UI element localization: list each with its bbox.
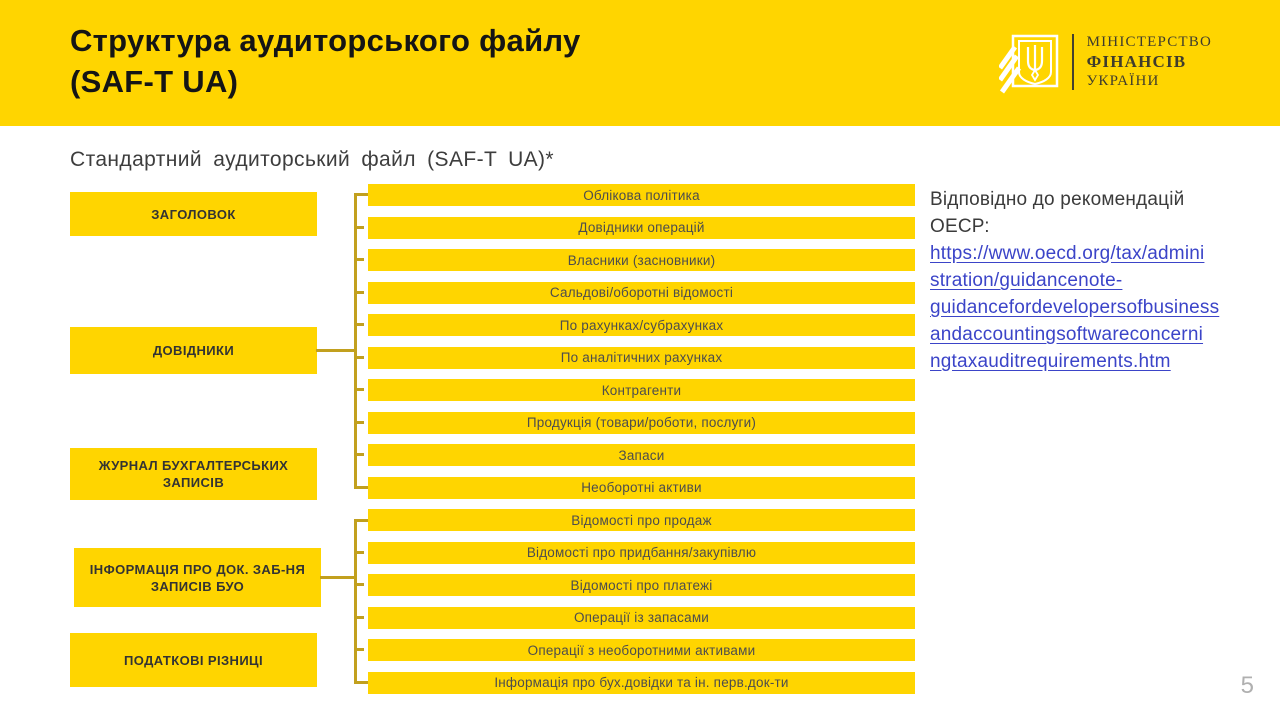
left-box-directories: ДОВІДНИКИ [70,327,317,374]
structure-bar: Довідники операцій [368,216,915,239]
bars-group-1: Облікова політика Довідники операцій Власн… [368,184,915,499]
bracket-tick [354,226,364,229]
trident-icon [998,34,1058,94]
left-box-label: ДОВІДНИКИ [152,343,235,358]
bracket-group-1 [354,193,357,489]
structure-bar: По рахунках/субрахунках [368,314,915,336]
bracket-tick [354,291,364,294]
bracket-tick [354,258,364,261]
structure-bar: Запаси [368,444,915,466]
link-line: https://www.oecd.org/tax/admini [930,243,1205,264]
logo-line-2: ФІНАНСІВ [1086,52,1187,71]
structure-bar: Операції з необоротними активами [368,639,915,661]
structure-bar: Відомості про платежі [368,574,915,596]
left-box-doc-info: ІНФОРМАЦІЯ ПРО ДОК. ЗАБ-НЯ ЗАПИСІВ БУО [74,548,321,607]
bracket-corner [354,486,368,489]
page-number: 5 [1240,672,1254,699]
bracket-corner [354,681,368,684]
bars-column: Облікова політика Довідники операцій Власн… [368,184,915,694]
structure-bar: Контрагенти [368,379,915,401]
bracket-tick [354,648,364,651]
structure-bar: Сальдові/оборотні відомості [368,281,915,304]
bracket-tick [354,421,364,424]
connector-directories [316,349,355,352]
structure-bar: По аналітичних рахунках [368,346,915,369]
left-box-label: ПОДАТКОВІ РІЗНИЦІ [124,652,263,668]
structure-bar: Відомості про придбання/закупівлю [368,541,915,564]
oecd-link[interactable]: https://www.oecd.org/tax/admini stration/… [930,240,1260,375]
structure-bar: Облікова політика [368,184,915,206]
left-box-label: ЖУРНАЛ БУХГАЛТЕРСЬКИХ ЗАПИСІВ [98,458,289,490]
left-box-tax-differences: ПОДАТКОВІ РІЗНИЦІ [70,633,317,687]
bracket-tick [354,453,364,456]
link-line: guidancefordevelopersofbusiness [930,297,1220,318]
header-band: Структура аудиторського файлу (SAF-T UA) [0,0,1280,126]
logo-line-3: УКРАЇНИ [1086,73,1160,89]
bracket-tick [354,551,364,554]
structure-bar: Власники (засновники) [368,249,915,271]
logo-divider [1071,34,1074,90]
bracket-tick [354,323,364,326]
bracket-tick [354,583,364,586]
structure-bar: Необоротні активи [368,476,915,499]
left-box-label: ІНФОРМАЦІЯ ПРО ДОК. ЗАБ-НЯ ЗАПИСІВ БУО [89,561,306,594]
bracket-tick [354,616,364,619]
note-line-2: ОЕСР: [930,216,990,237]
structure-bar: Інформація про бух.довідки та ін. перв.д… [368,671,915,694]
slide-title: Структура аудиторського файлу (SAF-T UA) [70,20,581,102]
bracket-group-2 [354,519,357,684]
subtitle: Стандартний аудиторський файл (SAF-T UA)… [70,148,555,171]
ministry-logo: МІНІСТЕРСТВО ФІНАНСІВ УКРАЇНИ [998,30,1212,94]
title-line-1: Структура аудиторського файлу [70,23,581,58]
connector-doc-info [320,576,355,579]
note-line-1: Відповідно до рекомендацій [930,189,1185,210]
link-line: ngtaxauditrequirements.htm [930,351,1171,372]
left-box-label: ЗАГОЛОВОК [151,206,236,222]
oecd-note: Відповідно до рекомендацій ОЕСР: https:/… [930,186,1260,375]
structure-bar: Продукція (товари/роботи, послуги) [368,411,915,434]
structure-bar: Операції із запасами [368,606,915,629]
link-line: andaccountingsoftwareconcerni [930,324,1204,345]
left-box-journal: ЖУРНАЛ БУХГАЛТЕРСЬКИХ ЗАПИСІВ [70,448,317,500]
bars-group-2: Відомості про продаж Відомості про придба… [368,509,915,694]
title-line-2: (SAF-T UA) [70,64,239,99]
bracket-tick [354,388,364,391]
ministry-name: МІНІСТЕРСТВО ФІНАНСІВ УКРАЇНИ [1087,33,1212,91]
left-box-header: ЗАГОЛОВОК [70,192,317,236]
bracket-tick [354,356,364,359]
structure-bar: Відомості про продаж [368,509,915,531]
link-line: stration/guidancenote- [930,270,1123,291]
bracket-corner [354,519,368,522]
logo-line-1: МІНІСТЕРСТВО [1086,34,1212,50]
bracket-corner [354,193,368,196]
